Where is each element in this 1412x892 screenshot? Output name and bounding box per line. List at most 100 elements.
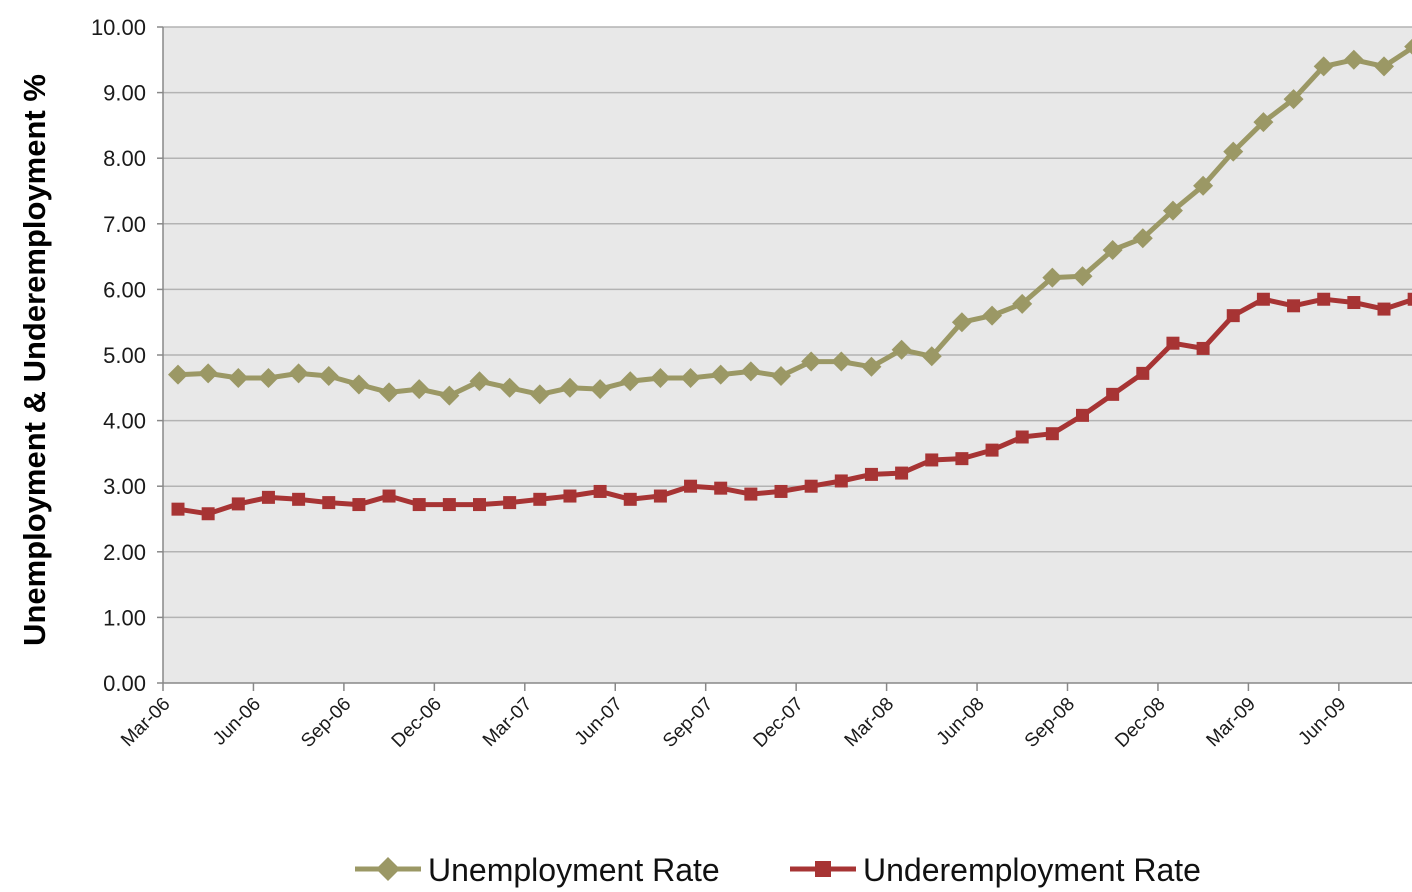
data-point-square bbox=[382, 489, 396, 503]
x-tick-label: Sep-06 bbox=[297, 694, 355, 752]
data-point-diamond bbox=[198, 363, 219, 384]
legend-square-icon bbox=[815, 861, 831, 877]
data-point-diamond bbox=[982, 305, 1003, 326]
data-point-diamond bbox=[1132, 228, 1153, 249]
data-point-diamond bbox=[379, 382, 400, 403]
data-point-square bbox=[1317, 292, 1331, 306]
data-point-square bbox=[171, 502, 185, 516]
data-point-square bbox=[985, 443, 999, 457]
data-point-diamond bbox=[1343, 49, 1364, 70]
data-point-diamond bbox=[529, 384, 550, 405]
data-point-diamond bbox=[1102, 240, 1123, 261]
data-point-square bbox=[684, 479, 698, 493]
y-tick-label: 9.00 bbox=[103, 81, 146, 106]
y-tick-label: 3.00 bbox=[103, 474, 146, 499]
data-point-square bbox=[744, 487, 758, 501]
x-tick-label: Jun-06 bbox=[209, 694, 265, 750]
data-point-square bbox=[1015, 430, 1029, 444]
data-point-diamond bbox=[439, 385, 460, 406]
data-point-diamond bbox=[1223, 141, 1244, 162]
data-point-square bbox=[1256, 292, 1270, 306]
data-point-diamond bbox=[1404, 38, 1412, 55]
y-tick-label: 8.00 bbox=[103, 146, 146, 171]
data-point-square bbox=[714, 481, 728, 495]
x-tick-label: Mar-09 bbox=[1203, 694, 1260, 751]
data-point-square bbox=[1347, 296, 1361, 310]
data-point-diamond bbox=[258, 367, 279, 388]
data-point-diamond bbox=[1253, 112, 1274, 133]
data-point-square bbox=[1045, 427, 1059, 441]
data-point-diamond bbox=[559, 377, 580, 398]
data-point-square bbox=[955, 452, 969, 466]
data-point-diamond bbox=[1374, 56, 1394, 77]
legend-label: Underemployment Rate bbox=[863, 852, 1201, 888]
data-point-square bbox=[261, 490, 275, 504]
data-point-square bbox=[593, 484, 607, 498]
data-point-diamond bbox=[891, 339, 912, 360]
data-point-square bbox=[442, 498, 456, 512]
data-point-diamond bbox=[921, 346, 942, 367]
data-point-square bbox=[1407, 292, 1412, 306]
data-point-diamond bbox=[228, 367, 249, 388]
data-point-square bbox=[1106, 387, 1120, 401]
data-point-square bbox=[412, 498, 426, 512]
data-point-diamond bbox=[348, 374, 369, 395]
data-point-diamond bbox=[680, 367, 701, 388]
legend: Unemployment Rate Underemployment Rate bbox=[355, 852, 1201, 888]
y-tick-label: 4.00 bbox=[103, 409, 146, 434]
x-tick-label: Dec-08 bbox=[1111, 694, 1169, 752]
x-tick-label: Jun-07 bbox=[571, 694, 627, 750]
data-point-diamond bbox=[318, 365, 339, 386]
data-point-square bbox=[1196, 341, 1210, 355]
y-tick-label: 6.00 bbox=[103, 277, 146, 302]
data-point-square bbox=[563, 489, 577, 503]
y-tick-label: 7.00 bbox=[103, 212, 146, 237]
data-point-diamond bbox=[1042, 267, 1063, 288]
data-point-diamond bbox=[620, 371, 641, 392]
data-point-square bbox=[1136, 366, 1150, 380]
data-point-diamond bbox=[951, 312, 972, 333]
data-point-square bbox=[864, 467, 878, 481]
data-point-diamond bbox=[409, 379, 430, 400]
x-tick-label: Dec-06 bbox=[388, 694, 446, 752]
data-point-diamond bbox=[1193, 175, 1214, 196]
y-tick-label: 2.00 bbox=[103, 540, 146, 565]
data-point-square bbox=[804, 479, 818, 493]
data-point-diamond bbox=[861, 356, 882, 377]
data-point-diamond bbox=[801, 351, 822, 372]
data-point-diamond bbox=[771, 365, 791, 386]
data-point-diamond bbox=[1012, 293, 1033, 314]
data-point-square bbox=[653, 489, 667, 503]
y-tick-label: 5.00 bbox=[103, 343, 146, 368]
data-point-diamond bbox=[1313, 56, 1334, 77]
data-point-square bbox=[352, 498, 366, 512]
legend-diamond-icon bbox=[376, 857, 400, 881]
data-point-diamond bbox=[1072, 266, 1093, 287]
data-point-square bbox=[834, 474, 848, 488]
x-tick-label: Mar-06 bbox=[117, 694, 174, 751]
data-point-diamond bbox=[710, 364, 731, 385]
x-tick-label: Jun-09 bbox=[1294, 694, 1350, 750]
legend-label: Unemployment Rate bbox=[428, 852, 720, 888]
data-point-square bbox=[292, 492, 306, 506]
y-tick-label: 10.00 bbox=[91, 15, 146, 40]
data-point-square bbox=[895, 466, 909, 480]
y-tick-label: 0.00 bbox=[103, 671, 146, 696]
data-point-diamond bbox=[168, 364, 188, 385]
x-tick-label: Sep-08 bbox=[1021, 694, 1079, 752]
data-point-square bbox=[1377, 302, 1391, 316]
data-point-square bbox=[503, 496, 517, 510]
data-point-diamond bbox=[499, 377, 520, 398]
data-point-diamond bbox=[650, 367, 671, 388]
data-point-diamond bbox=[469, 371, 490, 392]
data-point-square bbox=[1226, 309, 1240, 323]
data-point-square bbox=[473, 498, 486, 512]
y-axis-ticks: 0.00 1.00 2.00 3.00 4.00 5.00 6.00 7.00 8.00 9.00… bbox=[91, 15, 163, 696]
y-tick-label: 1.00 bbox=[103, 605, 146, 630]
data-point-square bbox=[925, 453, 939, 467]
data-point-square bbox=[1076, 408, 1089, 422]
data-point-diamond bbox=[288, 363, 309, 384]
x-tick-label: Dec-07 bbox=[750, 694, 808, 752]
series-layer bbox=[168, 38, 1412, 521]
data-point-diamond bbox=[831, 351, 852, 372]
